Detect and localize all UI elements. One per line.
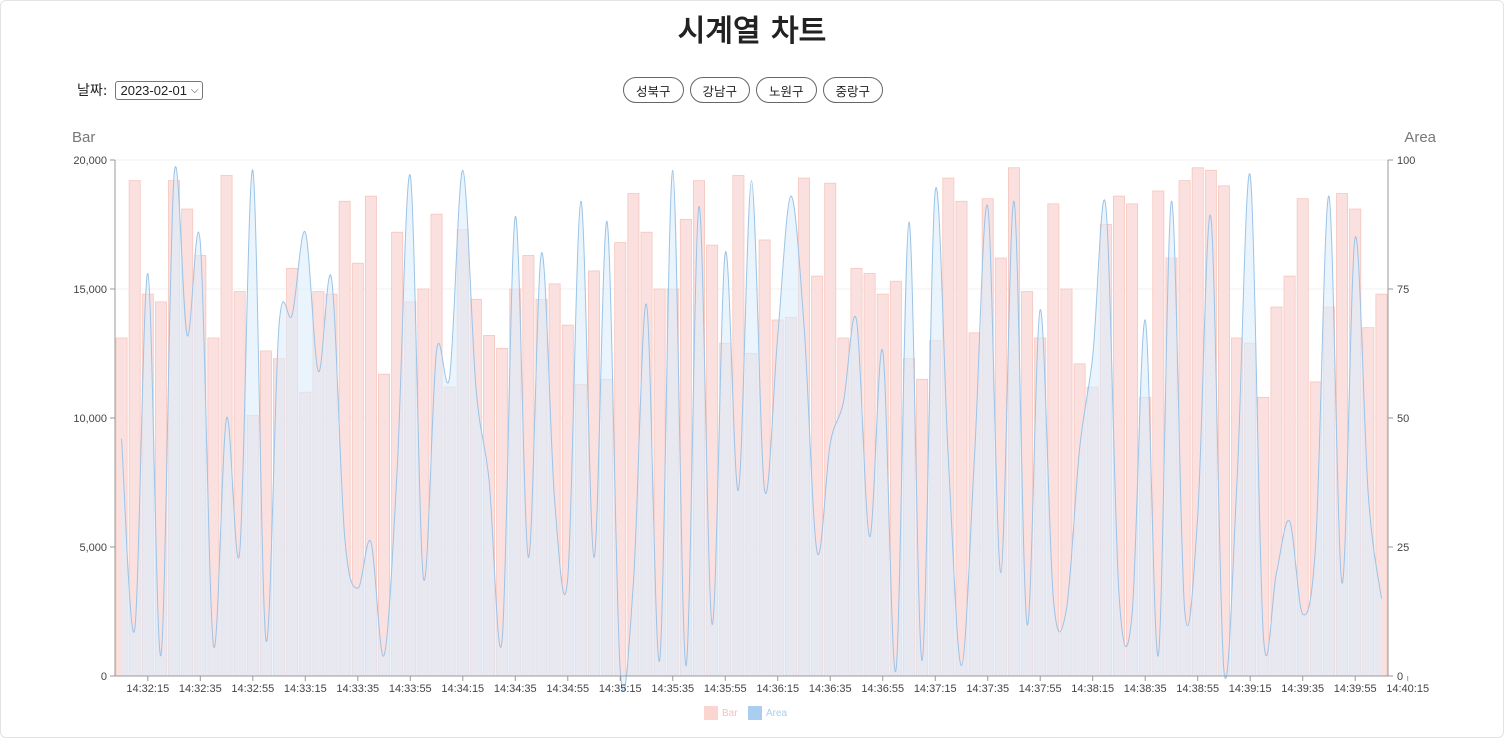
x-tick-label: 14:36:15: [756, 683, 799, 695]
x-tick-label: 14:38:35: [1124, 683, 1167, 695]
legend: Bar Area: [704, 706, 788, 720]
x-tick-label: 14:40:15: [1386, 683, 1429, 695]
x-axis-ticks: 14:32:15 14:32:35 14:32:55 14:33:15 14:33:35…: [126, 676, 1429, 695]
right-axis-title: Area: [1404, 129, 1436, 146]
x-tick-label: 14:38:55: [1176, 683, 1219, 695]
district-button-group: 성북구 강남구 노원구 중랑구: [623, 77, 884, 103]
right-tick-label: 75: [1397, 284, 1409, 296]
date-filter: 날짜: 2023-02-01 ⌵: [77, 80, 204, 100]
right-axis-ticks: 0 25 50 75 100: [1388, 155, 1415, 683]
district-button-seongbuk[interactable]: 성북구: [623, 77, 684, 103]
x-tick-label: 14:33:35: [336, 683, 379, 695]
x-tick-label: 14:32:35: [179, 683, 222, 695]
bar: [955, 200, 968, 677]
x-tick-label: 14:34:55: [546, 683, 589, 695]
x-tick-label: 14:35:55: [704, 683, 747, 695]
x-tick-label: 14:32:15: [126, 683, 169, 695]
district-button-jungnang[interactable]: 중랑구: [822, 77, 884, 103]
x-tick-label: 14:39:35: [1281, 683, 1324, 695]
legend-swatch: [748, 706, 762, 720]
x-tick-label: 14:39:15: [1229, 683, 1272, 695]
x-tick-label: 14:36:35: [809, 683, 852, 695]
right-tick-label: 25: [1397, 542, 1409, 554]
date-value: 2023-02-01: [120, 82, 187, 98]
left-tick-label: 5,000: [79, 542, 107, 554]
x-tick-label: 14:33:55: [389, 683, 432, 695]
right-tick-label: 0: [1397, 671, 1403, 683]
left-tick-label: 10,000: [73, 413, 107, 425]
district-button-gangnam[interactable]: 강남구: [689, 77, 751, 103]
x-tick-label: 14:37:15: [914, 683, 957, 695]
area-fill: [121, 166, 1382, 692]
date-label: 날짜:: [77, 83, 108, 99]
x-tick-label: 14:37:35: [966, 683, 1009, 695]
x-tick-label: 14:38:15: [1071, 683, 1114, 695]
x-tick-label: 14:39:55: [1334, 683, 1377, 695]
legend-swatch: [704, 706, 718, 720]
right-tick-label: 50: [1397, 413, 1409, 425]
left-tick-label: 15,000: [73, 284, 107, 296]
date-select[interactable]: 2023-02-01 ⌵: [115, 80, 204, 100]
left-axis-ticks: 0 5,000 10,000 15,000 20,000: [73, 155, 115, 683]
x-tick-label: 14:36:55: [861, 683, 904, 695]
x-tick-label: 14:35:35: [651, 683, 694, 695]
x-tick-label: 14:34:15: [441, 683, 484, 695]
x-tick-label: 14:37:55: [1019, 683, 1062, 695]
chevron-down-icon: ⌵: [190, 84, 199, 96]
x-tick-label: 14:33:15: [284, 683, 327, 695]
left-tick-label: 0: [101, 671, 107, 683]
x-tick-label: 14:34:35: [494, 683, 537, 695]
district-button-nowon[interactable]: 노원구: [756, 77, 817, 103]
left-tick-label: 20,000: [73, 155, 107, 167]
legend-label: Bar: [722, 708, 738, 719]
legend-label: Area: [766, 708, 788, 719]
area-line: [121, 166, 1382, 692]
x-tick-label: 14:35:15: [599, 683, 642, 695]
left-axis-title: Bar: [72, 129, 95, 146]
right-tick-label: 100: [1397, 155, 1415, 167]
page-title: 시계열 차트: [677, 14, 827, 49]
x-tick-label: 14:32:55: [231, 683, 274, 695]
